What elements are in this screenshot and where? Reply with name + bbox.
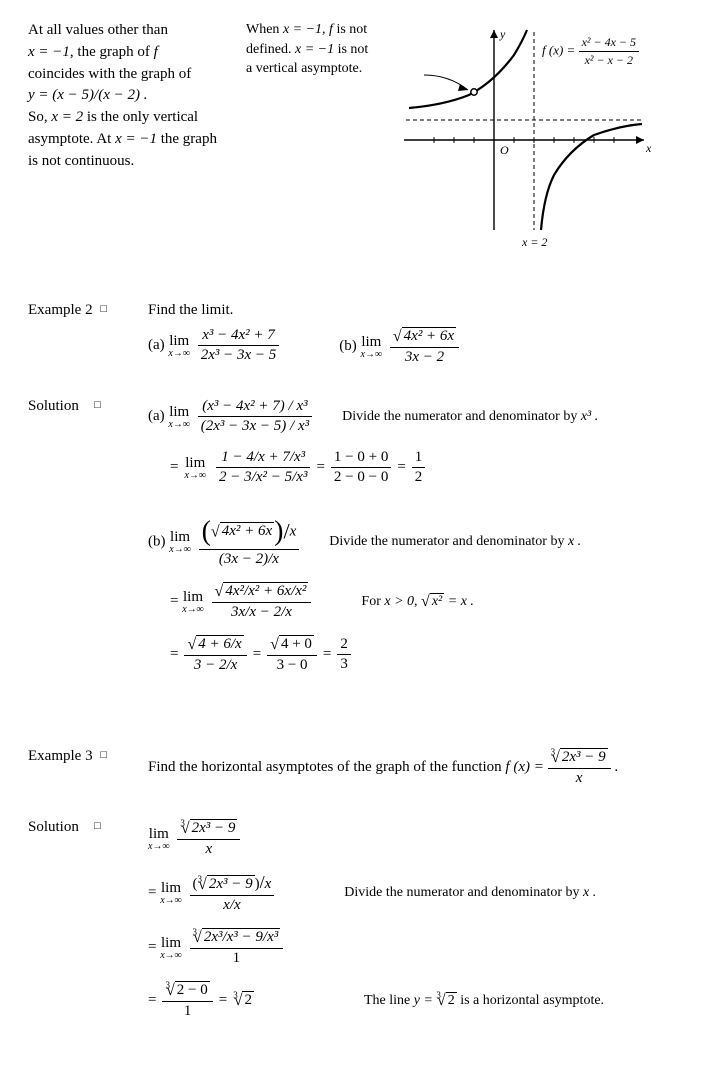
origin-label: O bbox=[500, 143, 509, 157]
example-3-prompt: Find the horizontal asymptotes of the gr… bbox=[148, 759, 505, 775]
note-l2a: defined. bbox=[246, 42, 295, 57]
sol2-b-step3: = √4 + 6/x 3 − 2/x = √4 + 0 3 − 0 = 2 3 bbox=[170, 635, 682, 674]
intro-l6c: the graph bbox=[157, 131, 217, 147]
intro-section: At all values other than x = −1, the gra… bbox=[28, 20, 682, 268]
fx-label: f (x) = bbox=[542, 42, 575, 57]
note-l1a: When bbox=[246, 22, 283, 37]
ex2-part-a: (a) limx→∞ x³ − 4x² + 7 2x³ − 3x − 5 bbox=[148, 327, 279, 366]
sol3-step1: limx→∞ 3√2x³ − 9 x bbox=[148, 819, 682, 858]
ex2-part-b: (b) limx→∞ √4x² + 6x 3x − 2 bbox=[339, 327, 459, 366]
graph-note: When x = −1, f is not defined. x = −1 is… bbox=[246, 20, 376, 268]
intro-l5a: So, bbox=[28, 109, 51, 125]
intro-l2a: x = −1 bbox=[28, 44, 70, 60]
y-axis-label: y bbox=[499, 27, 506, 41]
intro-l5b: x = 2 bbox=[51, 109, 83, 125]
intro-l6b: x = −1 bbox=[115, 131, 157, 147]
fx-formula: f (x) = x² − 4x − 5 x² − x − 2 bbox=[542, 35, 682, 68]
box-icon: □ bbox=[96, 303, 111, 315]
intro-text: At all values other than x = −1, the gra… bbox=[28, 20, 228, 268]
fx-num: x² − 4x − 5 bbox=[579, 35, 639, 52]
sol2-a-step2: = limx→∞ 1 − 4/x + 7/x³ 2 − 3/x² − 5/x³ … bbox=[170, 449, 682, 486]
solution-3-label: Solution □ bbox=[28, 819, 148, 1034]
example-2-body: Find the limit. (a) limx→∞ x³ − 4x² + 7 … bbox=[148, 302, 682, 366]
fx-den: x² − x − 2 bbox=[579, 52, 639, 68]
solution-2-body: (a) limx→∞ (x³ − 4x² + 7) / x³ (2x³ − 3x… bbox=[148, 398, 682, 688]
sol2-b-step2: = limx→∞ √4x²/x² + 6x/x² 3x/x − 2/x For … bbox=[170, 582, 682, 621]
box-icon: □ bbox=[96, 749, 111, 761]
x-axis-label: x bbox=[645, 141, 652, 155]
example-3-label: Example 3 □ bbox=[28, 748, 148, 787]
intro-l4: y = (x − 5)/(x − 2) . bbox=[28, 87, 148, 103]
intro-l5c: is the only vertical bbox=[83, 109, 198, 125]
note-l2b: x = −1 bbox=[295, 42, 334, 57]
asymptote-label: x = 2 bbox=[521, 235, 547, 249]
note-l3: a vertical asymptote. bbox=[246, 61, 362, 76]
note-l2c: is not bbox=[334, 42, 368, 57]
intro-l7: is not continuous. bbox=[28, 153, 134, 169]
solution-3: Solution □ limx→∞ 3√2x³ − 9 x = limx→∞ (… bbox=[28, 819, 682, 1034]
example-3: Example 3 □ Find the horizontal asymptot… bbox=[28, 748, 682, 787]
box-icon: □ bbox=[90, 399, 105, 411]
example-2-label: Example 2 □ bbox=[28, 302, 148, 366]
sol2-a-step1: (a) limx→∞ (x³ − 4x² + 7) / x³ (2x³ − 3x… bbox=[148, 398, 682, 435]
example-2: Example 2 □ Find the limit. (a) limx→∞ x… bbox=[28, 302, 682, 366]
sol3-step2: = limx→∞ (3√2x³ − 9)/x x/x Divide the nu… bbox=[148, 872, 682, 914]
sol3-step3: = limx→∞ 3√2x³/x³ − 9/x³ 1 bbox=[148, 928, 682, 967]
note-l1d: is not bbox=[333, 22, 367, 37]
note-l1b: x = −1, bbox=[283, 22, 329, 37]
box-icon: □ bbox=[90, 820, 105, 832]
graph: y x O x = 2 f (x) = x² − 4x − 5 x² − x −… bbox=[394, 20, 682, 268]
solution-3-body: limx→∞ 3√2x³ − 9 x = limx→∞ (3√2x³ − 9)/… bbox=[148, 819, 682, 1034]
solution-2: Solution □ (a) limx→∞ (x³ − 4x² + 7) / x… bbox=[28, 398, 682, 688]
intro-l2b: , the graph of bbox=[70, 44, 154, 60]
sol2-b-step1: (b) limx→∞ (√4x² + 6x)/x (3x − 2)/x Divi… bbox=[148, 516, 682, 568]
example-3-body: Find the horizontal asymptotes of the gr… bbox=[148, 748, 682, 787]
intro-l3: coincides with the graph of bbox=[28, 66, 191, 82]
solution-2-label: Solution □ bbox=[28, 398, 148, 688]
intro-l1: At all values other than bbox=[28, 22, 168, 38]
example-2-prompt: Find the limit. bbox=[148, 302, 233, 318]
intro-l2c: f bbox=[154, 44, 158, 60]
intro-l6a: asymptote. At bbox=[28, 131, 115, 147]
sol3-step4: = 3√2 − 0 1 = 3√2 The line y = 3√2 is a … bbox=[148, 981, 682, 1020]
